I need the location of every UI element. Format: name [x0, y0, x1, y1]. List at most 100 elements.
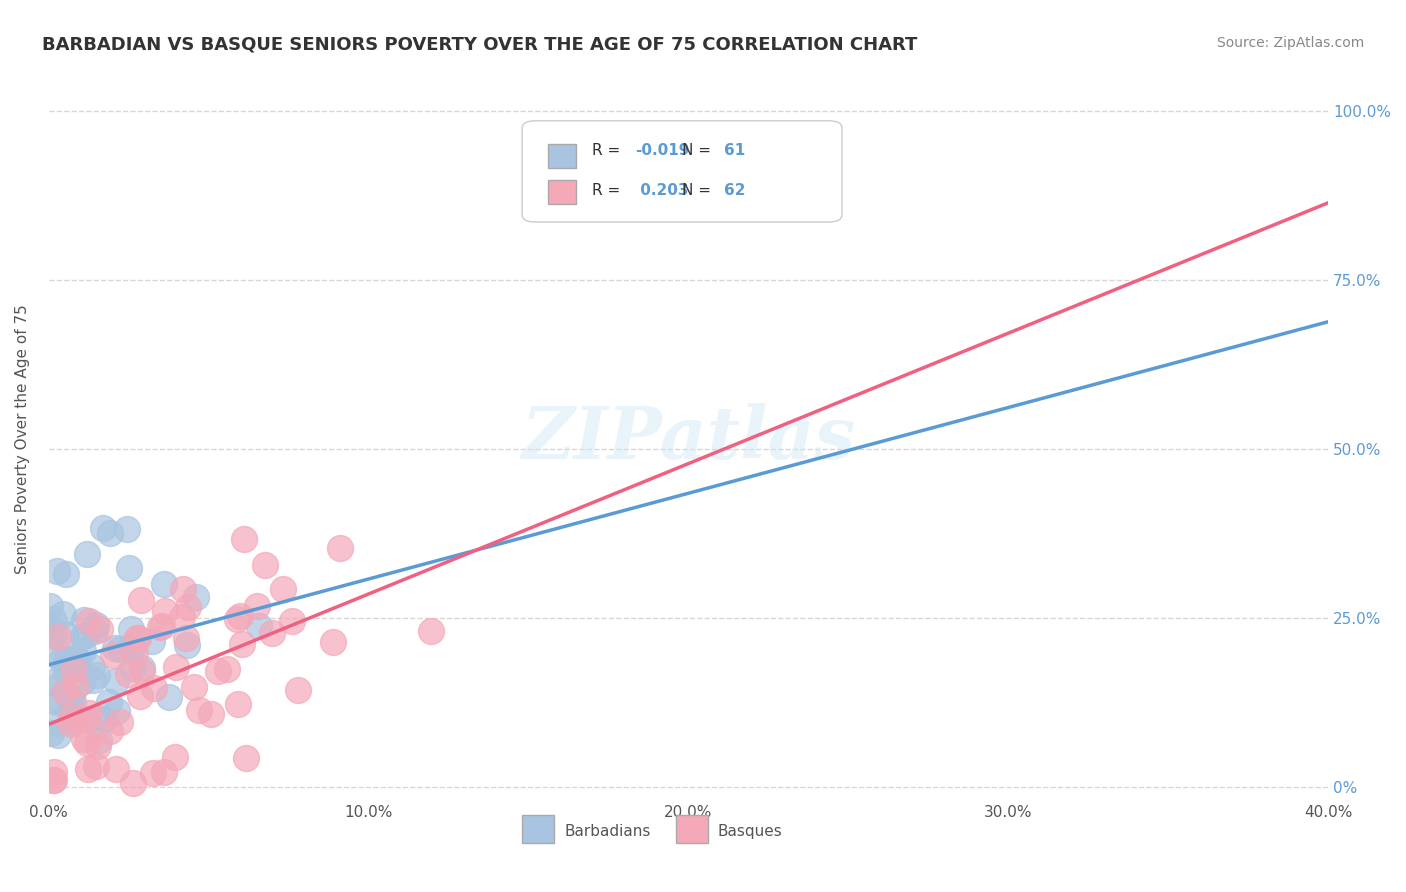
Point	[42, 612, 65, 626]
Point	[172, 582, 194, 596]
Point	[76, 736, 98, 750]
Point	[105, 704, 128, 718]
Point	[177, 600, 200, 615]
Point	[76, 547, 98, 561]
Point	[65, 679, 87, 693]
Point	[249, 619, 271, 633]
Point	[66, 660, 89, 674]
Point	[229, 608, 252, 623]
Point	[87, 739, 110, 753]
Point	[129, 689, 152, 703]
Point	[120, 640, 142, 654]
Point	[98, 723, 121, 738]
Point	[215, 662, 238, 676]
Point	[65, 651, 87, 665]
Point	[38, 599, 60, 613]
Point	[63, 663, 86, 677]
Point	[121, 776, 143, 790]
Point	[120, 623, 142, 637]
Point	[231, 637, 253, 651]
FancyBboxPatch shape	[548, 180, 576, 204]
Point	[131, 665, 153, 679]
Point	[188, 702, 211, 716]
Point	[86, 668, 108, 682]
FancyBboxPatch shape	[522, 814, 554, 844]
Point	[39, 726, 62, 740]
Point	[48, 678, 70, 692]
Text: Source: ZipAtlas.com: Source: ZipAtlas.com	[1216, 36, 1364, 50]
Point	[56, 653, 79, 667]
Point	[77, 706, 100, 720]
Point	[60, 717, 83, 731]
Point	[163, 750, 186, 764]
Text: R =: R =	[592, 183, 626, 197]
Point	[105, 673, 128, 688]
Point	[60, 690, 83, 705]
Point	[121, 640, 143, 655]
Point	[46, 630, 69, 644]
Point	[183, 680, 205, 694]
Point	[46, 564, 69, 578]
Text: BARBADIAN VS BASQUE SENIORS POVERTY OVER THE AGE OF 75 CORRELATION CHART: BARBADIAN VS BASQUE SENIORS POVERTY OVER…	[42, 36, 918, 54]
Point	[165, 660, 187, 674]
Point	[75, 713, 97, 727]
Point	[329, 541, 352, 555]
Text: R =: R =	[592, 144, 626, 159]
Point	[226, 612, 249, 626]
Text: 61: 61	[724, 144, 745, 159]
Point	[93, 712, 115, 726]
Point	[46, 728, 69, 742]
Point	[45, 716, 67, 731]
Y-axis label: Seniors Poverty Over the Age of 75: Seniors Poverty Over the Age of 75	[15, 304, 30, 574]
Point	[89, 622, 111, 636]
Point	[152, 765, 174, 780]
Point	[75, 628, 97, 642]
Point	[271, 582, 294, 596]
Point	[235, 750, 257, 764]
Point	[200, 707, 222, 722]
Text: N =: N =	[682, 183, 716, 197]
Point	[44, 648, 66, 662]
Point	[83, 624, 105, 638]
Point	[287, 683, 309, 698]
Point	[281, 614, 304, 628]
Text: ZIPatlas: ZIPatlas	[522, 403, 855, 475]
Point	[152, 577, 174, 591]
Point	[42, 675, 65, 690]
Text: 62: 62	[724, 183, 745, 197]
Point	[101, 648, 124, 662]
Point	[108, 642, 131, 657]
Point	[131, 661, 153, 675]
Point	[157, 690, 180, 704]
Point	[127, 631, 149, 645]
Point	[98, 525, 121, 540]
FancyBboxPatch shape	[676, 814, 707, 844]
Point	[170, 610, 193, 624]
Point	[56, 652, 79, 666]
Point	[176, 638, 198, 652]
Point	[129, 593, 152, 607]
FancyBboxPatch shape	[548, 144, 576, 168]
Point	[184, 590, 207, 604]
Point	[59, 710, 82, 724]
Point	[91, 521, 114, 535]
Point	[150, 619, 173, 633]
Point	[72, 644, 94, 658]
Point	[420, 624, 443, 638]
Point	[118, 560, 141, 574]
Point	[73, 731, 96, 746]
Point	[89, 732, 111, 747]
Point	[38, 620, 60, 634]
Point	[142, 766, 165, 780]
Point	[70, 674, 93, 689]
Point	[49, 653, 72, 667]
Point	[53, 685, 76, 699]
Point	[84, 618, 107, 632]
Point	[122, 661, 145, 675]
Point	[72, 628, 94, 642]
Text: Barbadians: Barbadians	[564, 824, 651, 839]
Point	[82, 660, 104, 674]
Point	[115, 522, 138, 536]
Point	[124, 646, 146, 660]
Point	[55, 664, 77, 678]
